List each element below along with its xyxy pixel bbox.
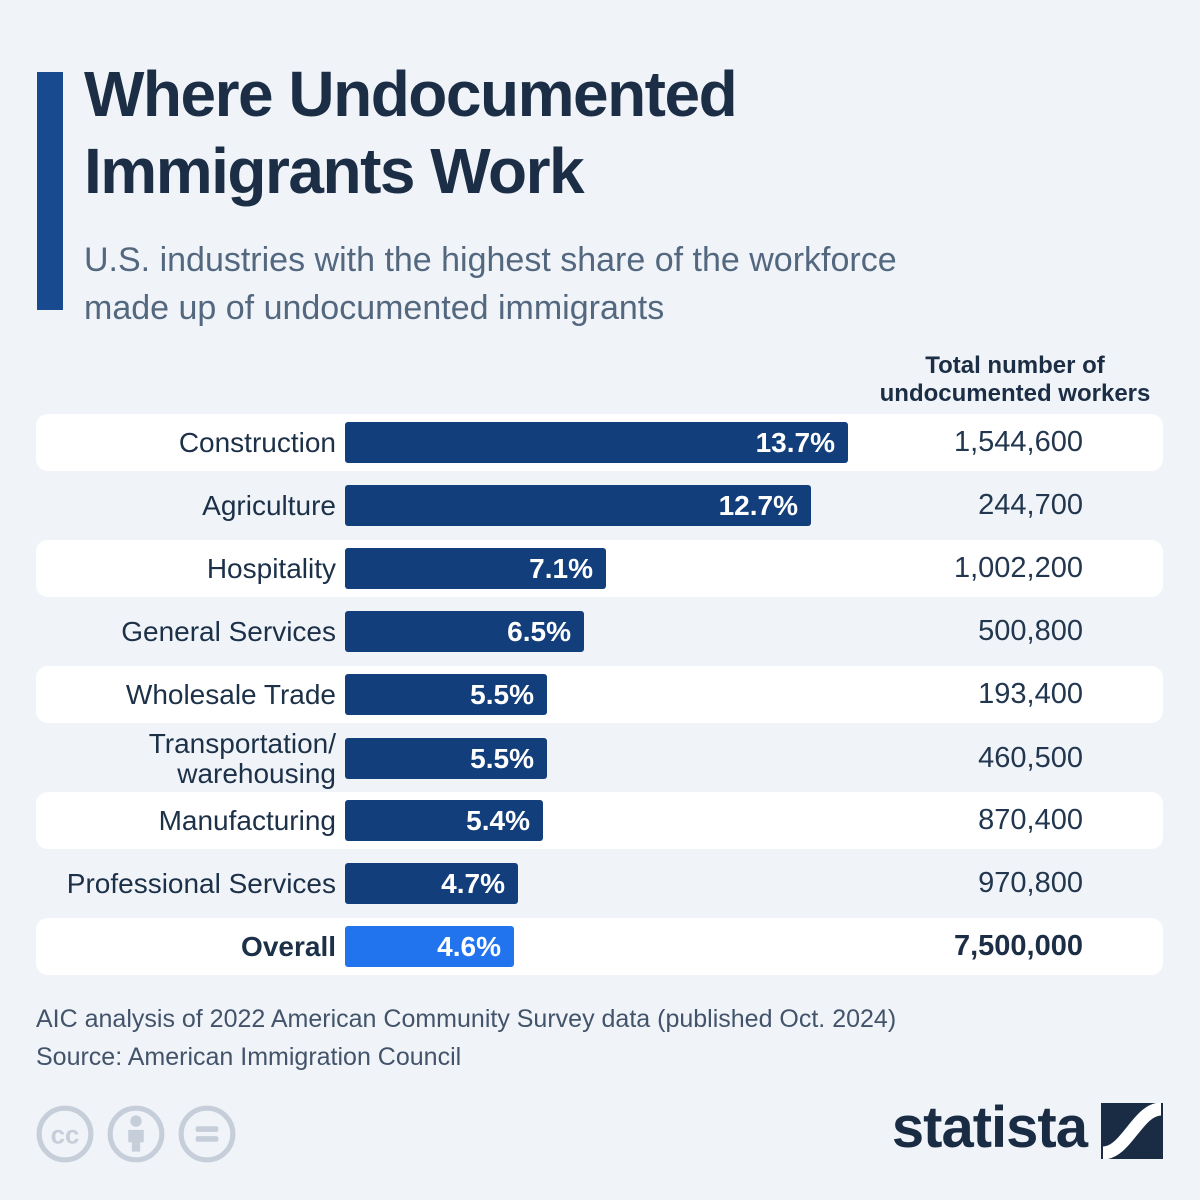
- share-bar: 5.5%: [345, 738, 547, 780]
- share-percent-label: 12.7%: [718, 489, 798, 521]
- chart-row: Overall 4.6% 7,500,000: [36, 918, 1163, 975]
- chart-row: Professional Services 4.7% 970,800: [36, 855, 1163, 912]
- row-total-workers: 1,544,600: [953, 426, 1083, 458]
- row-total-workers: 460,500: [978, 742, 1083, 775]
- cc-icon: cc: [36, 1105, 94, 1163]
- bar-cell: 13.7%: [336, 422, 883, 463]
- title-line-2: Immigrants Work: [84, 134, 585, 207]
- row-label: Professional Services: [66, 867, 336, 899]
- bar-cell: 4.6%: [336, 926, 883, 967]
- share-percent-label: 13.7%: [755, 426, 835, 458]
- share-percent-label: 6.5%: [507, 615, 571, 647]
- source-line: Source: American Immigration Council: [36, 1043, 462, 1071]
- share-bar: 13.7%: [345, 422, 848, 463]
- license-icons: cc: [34, 1103, 238, 1165]
- row-total-workers: 7,500,000: [953, 930, 1083, 962]
- subtitle-line-2: made up of undocumented immigrants: [84, 289, 665, 328]
- row-label: Agriculture: [202, 489, 336, 521]
- bar-cell: 6.5%: [336, 611, 883, 652]
- chart-row: General Services 6.5% 500,800: [36, 603, 1163, 660]
- chart-row: Construction 13.7% 1,544,600: [36, 414, 1163, 471]
- value-column-header-line-2: undocumented workers: [879, 380, 1151, 408]
- share-bar: 12.7%: [345, 485, 811, 526]
- row-label: Overall: [241, 930, 336, 962]
- title-accent-bar: [37, 72, 63, 310]
- share-bar: 4.7%: [345, 863, 518, 904]
- row-total-workers: 970,800: [978, 867, 1083, 899]
- statista-wordmark: statista: [891, 1095, 1088, 1160]
- row-label: Hospitality: [206, 552, 336, 584]
- share-bar: 5.4%: [345, 800, 543, 841]
- bar-cell: 5.5%: [336, 738, 883, 780]
- statista-logo-mark-icon: [1101, 1103, 1163, 1159]
- title-line-1: Where Undocumented: [84, 58, 738, 130]
- value-column-header-line-1: Total number of: [925, 352, 1105, 379]
- bar-cell: 7.1%: [336, 548, 883, 589]
- row-total-workers: 1,002,200: [953, 552, 1083, 584]
- footnote: AIC analysis of 2022 American Community …: [36, 1005, 897, 1033]
- svg-text:cc: cc: [51, 1121, 80, 1149]
- share-bar: 5.5%: [345, 674, 547, 715]
- bar-cell: 12.7%: [336, 485, 883, 526]
- statista-logo: statista: [892, 1098, 1163, 1164]
- chart-row: Wholesale Trade 5.5% 193,400: [36, 666, 1163, 723]
- share-percent-label: 5.5%: [470, 742, 534, 774]
- value-column-header: Total number of undocumented workers: [867, 352, 1163, 408]
- share-bar: 7.1%: [345, 548, 606, 589]
- bar-cell: 5.4%: [336, 800, 883, 841]
- page-subtitle: U.S. industries with the highest share o…: [84, 236, 897, 333]
- chart-row: Manufacturing 5.4% 870,400: [36, 792, 1163, 849]
- row-total-workers: 193,400: [978, 678, 1083, 710]
- share-percent-label: 7.1%: [529, 552, 593, 584]
- bar-cell: 5.5%: [336, 674, 883, 715]
- row-label: Transportation/warehousing: [148, 728, 336, 789]
- row-total-workers: 244,700: [978, 489, 1083, 521]
- row-label: Manufacturing: [158, 804, 336, 836]
- attribution-icon: [107, 1105, 165, 1163]
- row-total-workers: 870,400: [978, 804, 1083, 836]
- row-label: General Services: [121, 615, 336, 647]
- row-label: Wholesale Trade: [125, 678, 336, 710]
- share-percent-label: 5.4%: [466, 804, 530, 836]
- share-bar: 6.5%: [345, 611, 584, 652]
- share-percent-label: 4.6%: [437, 930, 501, 962]
- chart-row: Agriculture 12.7% 244,700: [36, 477, 1163, 534]
- footer-notes: AIC analysis of 2022 American Community …: [36, 1000, 896, 1076]
- chart-row: Hospitality 7.1% 1,002,200: [36, 540, 1163, 597]
- row-total-workers: 500,800: [978, 615, 1083, 647]
- bar-cell: 4.7%: [336, 863, 883, 904]
- share-bar: 4.6%: [345, 926, 514, 967]
- share-percent-label: 5.5%: [470, 678, 534, 710]
- row-label: Construction: [178, 426, 336, 458]
- chart-row: Transportation/warehousing 5.5% 460,500: [36, 728, 1163, 789]
- subtitle-line-1: U.S. industries with the highest share o…: [84, 241, 897, 279]
- chart-rows: Construction 13.7% 1,544,600 Agriculture 12.…: [36, 414, 1163, 981]
- share-percent-label: 4.7%: [441, 867, 505, 899]
- equals-icon: [178, 1105, 236, 1163]
- page-title: Where Undocumented Immigrants Work: [84, 56, 738, 210]
